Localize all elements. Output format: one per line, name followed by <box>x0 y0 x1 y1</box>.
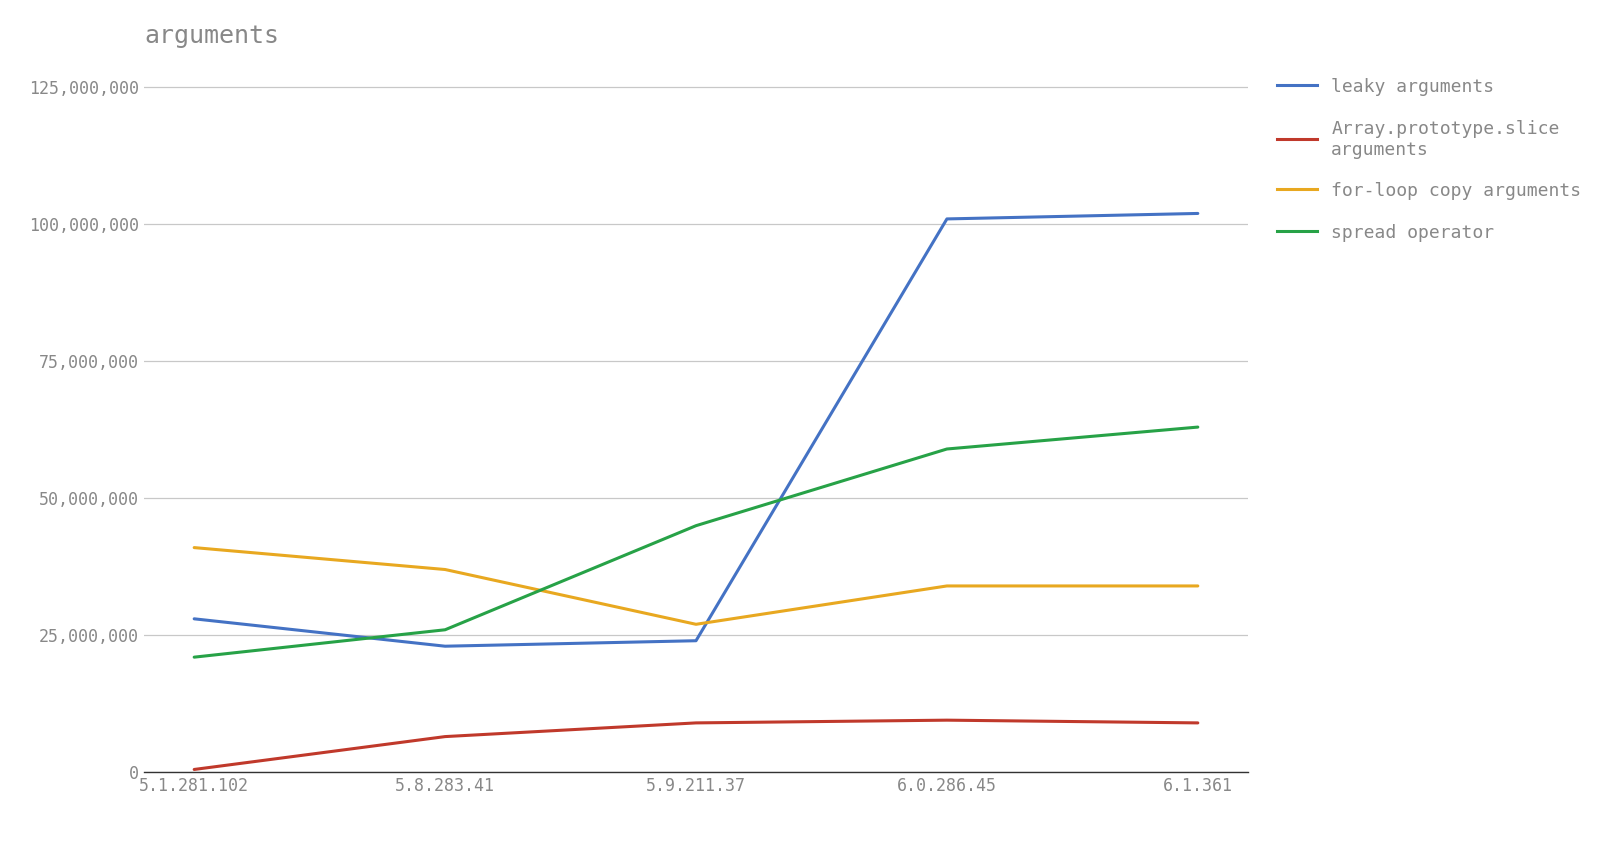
Array.prototype.slice
arguments <box>184 764 203 775</box>
Line: leaky arguments: leaky arguments <box>194 214 1198 646</box>
leaky arguments <box>435 641 454 651</box>
for-loop copy arguments <box>1189 581 1208 591</box>
leaky arguments <box>938 214 957 224</box>
for-loop copy arguments <box>435 565 454 575</box>
Line: Array.prototype.slice
arguments: Array.prototype.slice arguments <box>194 720 1198 770</box>
Text: arguments: arguments <box>144 24 278 48</box>
Legend: leaky arguments, Array.prototype.slice
arguments, for-loop copy arguments, sprea: leaky arguments, Array.prototype.slice a… <box>1269 69 1590 251</box>
leaky arguments <box>686 636 706 646</box>
spread operator <box>1189 422 1208 432</box>
for-loop copy arguments <box>938 581 957 591</box>
Array.prototype.slice
arguments <box>435 731 454 741</box>
Line: spread operator: spread operator <box>194 427 1198 657</box>
for-loop copy arguments <box>686 619 706 630</box>
for-loop copy arguments <box>184 542 203 553</box>
leaky arguments <box>1189 208 1208 219</box>
spread operator <box>938 444 957 454</box>
Array.prototype.slice
arguments <box>1189 718 1208 728</box>
spread operator <box>184 652 203 662</box>
spread operator <box>686 521 706 531</box>
Array.prototype.slice
arguments <box>686 718 706 728</box>
spread operator <box>435 625 454 635</box>
leaky arguments <box>184 613 203 624</box>
Line: for-loop copy arguments: for-loop copy arguments <box>194 547 1198 625</box>
Array.prototype.slice
arguments <box>938 715 957 725</box>
